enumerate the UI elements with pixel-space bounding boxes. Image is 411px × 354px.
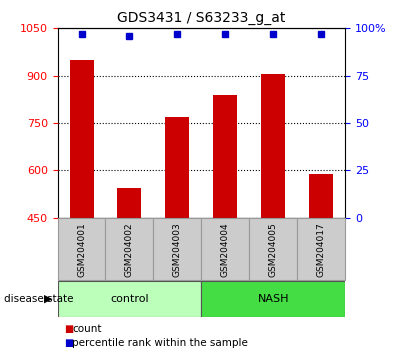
Title: GDS3431 / S63233_g_at: GDS3431 / S63233_g_at [117, 11, 286, 24]
Text: percentile rank within the sample: percentile rank within the sample [72, 338, 248, 348]
Text: control: control [110, 294, 149, 304]
Bar [153, 218, 201, 280]
Bar [58, 218, 106, 280]
Bar [106, 218, 153, 280]
Bar [118, 188, 141, 218]
Bar [69, 60, 94, 218]
Text: GSM204004: GSM204004 [221, 223, 230, 277]
Bar [261, 74, 285, 218]
Bar [201, 218, 249, 280]
Bar [58, 281, 201, 317]
Text: ▶: ▶ [44, 294, 52, 304]
Bar [165, 117, 189, 218]
Text: GSM204002: GSM204002 [125, 223, 134, 277]
Text: GSM204005: GSM204005 [269, 223, 278, 278]
Text: GSM204003: GSM204003 [173, 223, 182, 278]
Bar [309, 173, 333, 218]
Text: disease state: disease state [4, 294, 74, 304]
Text: count: count [72, 324, 102, 334]
Bar [213, 95, 237, 218]
Text: ■: ■ [64, 324, 73, 334]
Bar [201, 281, 345, 317]
Text: ■: ■ [64, 338, 73, 348]
Bar [297, 218, 345, 280]
Bar [249, 218, 297, 280]
Text: GSM204017: GSM204017 [317, 223, 326, 278]
Text: NASH: NASH [258, 294, 289, 304]
Text: GSM204001: GSM204001 [77, 223, 86, 278]
